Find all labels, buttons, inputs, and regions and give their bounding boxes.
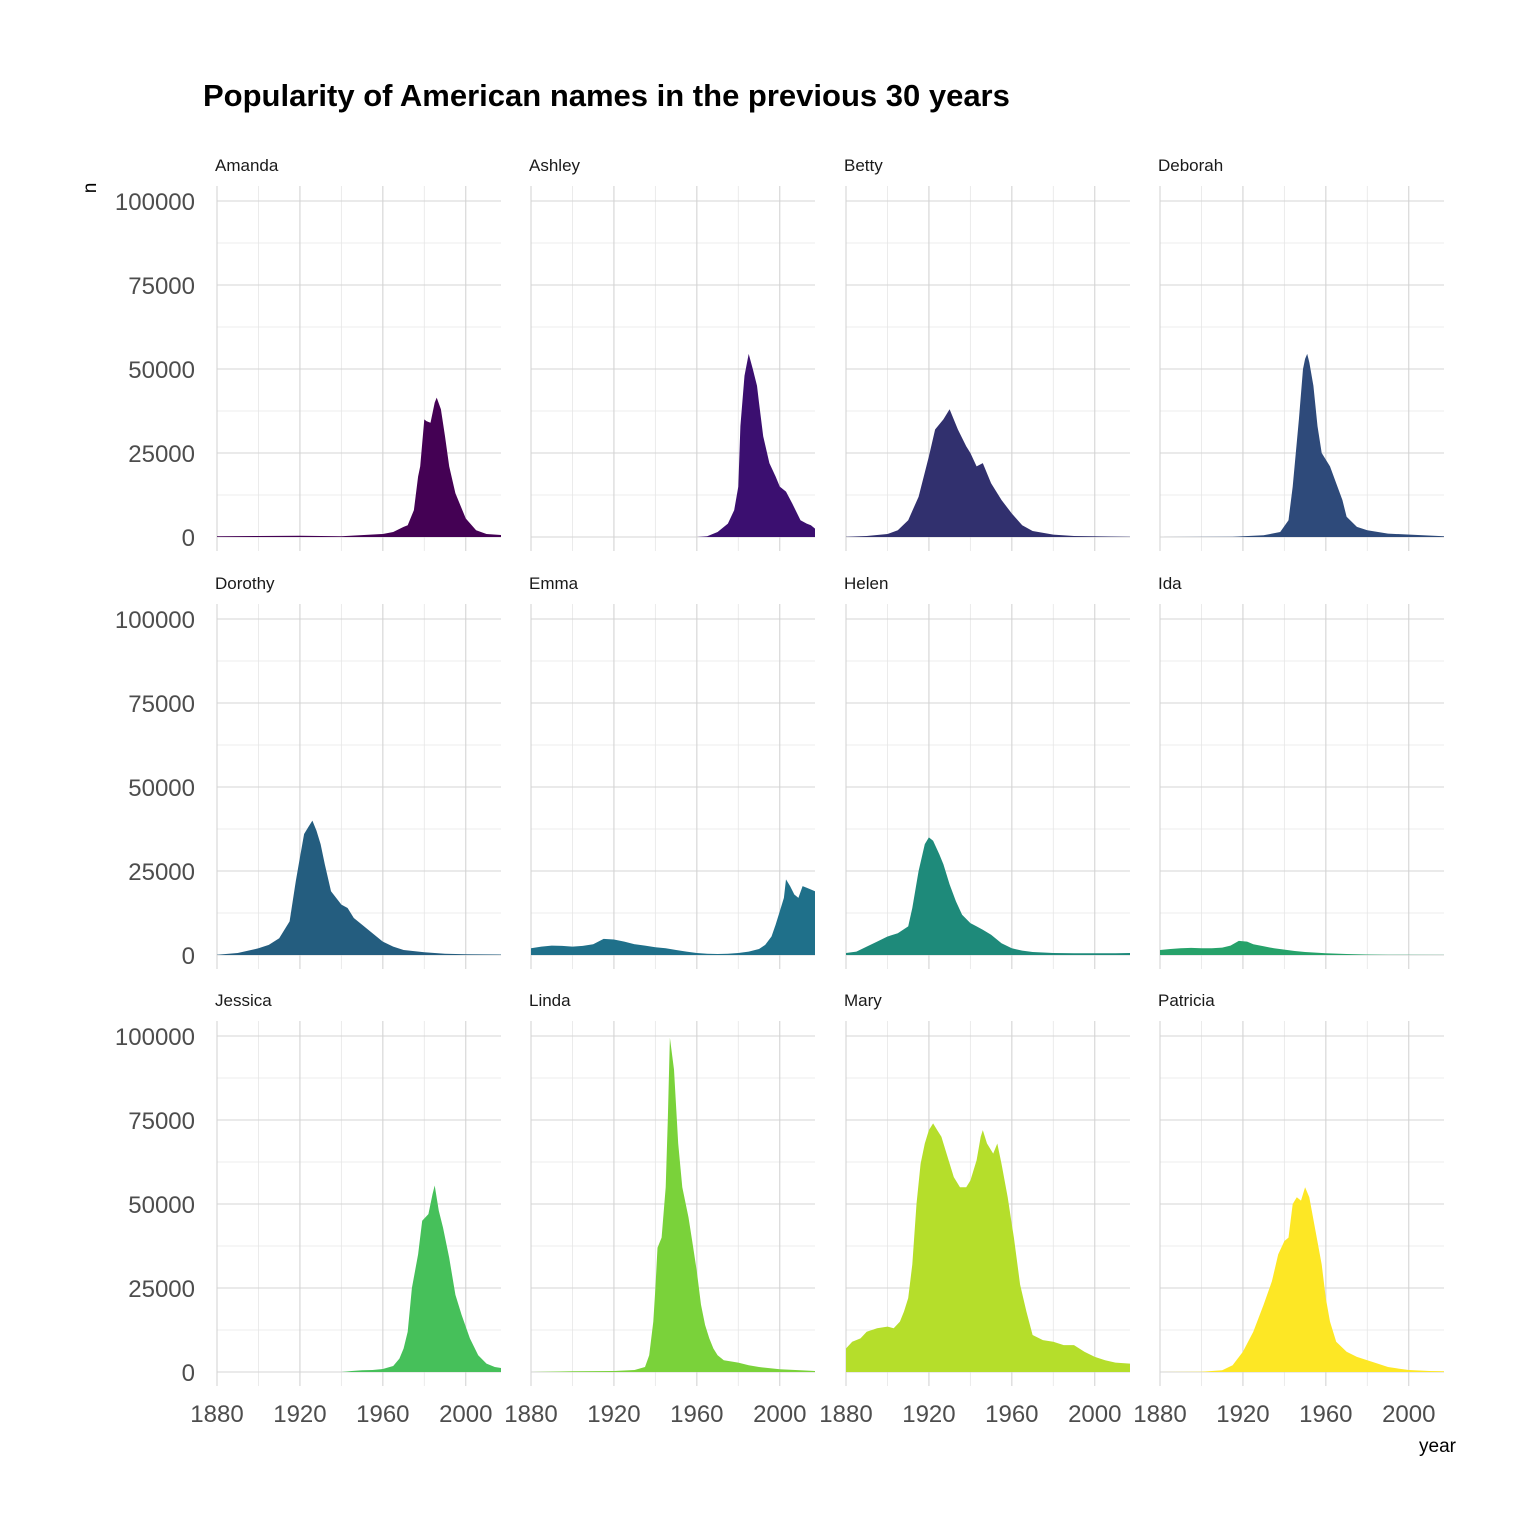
y-axis-title: n [80, 183, 101, 194]
facet-strip-label: Betty [844, 156, 883, 175]
y-tick-label: 75000 [128, 1108, 195, 1135]
y-tick-label: 100000 [115, 1024, 195, 1051]
y-tick-label: 100000 [115, 189, 195, 216]
facet-strip-label: Ida [1158, 574, 1182, 593]
facet-strip-label: Amanda [215, 156, 279, 175]
area-series-betty [846, 409, 1130, 537]
area-series-patricia [1160, 1187, 1444, 1372]
x-tick-label: 1920 [1216, 1401, 1269, 1428]
facet-panel-jessica: Jessica [215, 991, 501, 1386]
facet-panel-emma: Emma [529, 574, 815, 969]
x-tick-label: 1960 [670, 1401, 723, 1428]
y-tick-label: 0 [182, 1360, 195, 1387]
x-tick-label: 2000 [1068, 1401, 1121, 1428]
x-axis: 1880 1920 1960 2000 1880 1920 1960 2000 1880 1920… [190, 1401, 1435, 1428]
y-tick-label: 100000 [115, 607, 195, 634]
facet-strip-label: Mary [844, 991, 882, 1010]
area-series-mary [846, 1123, 1130, 1372]
area-series-helen [846, 837, 1130, 955]
area-series-jessica [217, 1185, 501, 1372]
x-tick-label: 2000 [1382, 1401, 1435, 1428]
y-tick-label: 50000 [128, 357, 195, 384]
y-tick-label: 25000 [128, 859, 195, 886]
x-tick-label: 1960 [1299, 1401, 1352, 1428]
x-tick-label: 1920 [273, 1401, 326, 1428]
facet-strip-label: Patricia [1158, 991, 1215, 1010]
x-axis-title: year [1419, 1436, 1457, 1457]
y-tick-label: 50000 [128, 775, 195, 802]
x-tick-label: 1880 [504, 1401, 557, 1428]
facet-panel-ashley: Ashley [529, 156, 815, 551]
facet-strip-label: Helen [844, 574, 888, 593]
x-tick-label: 1960 [356, 1401, 409, 1428]
x-tick-label: 1960 [985, 1401, 1038, 1428]
facet-panel-betty: Betty [844, 156, 1130, 551]
facet-panel-deborah: Deborah [1158, 156, 1444, 551]
x-tick-label: 2000 [753, 1401, 806, 1428]
x-tick-label: 1920 [587, 1401, 640, 1428]
facet-panel-helen: Helen [844, 574, 1130, 969]
area-series-linda [531, 1037, 815, 1372]
y-tick-label: 25000 [128, 441, 195, 468]
y-tick-label: 0 [182, 943, 195, 970]
facet-strip-label: Deborah [1158, 156, 1223, 175]
y-tick-label: 50000 [128, 1192, 195, 1219]
x-tick-label: 1920 [902, 1401, 955, 1428]
area-series-dorothy [217, 820, 501, 955]
facet-panel-mary: Mary [844, 991, 1130, 1386]
area-series-ida [1160, 940, 1444, 955]
facet-panel-patricia: Patricia [1158, 991, 1444, 1386]
x-tick-label: 1880 [819, 1401, 872, 1428]
x-tick-label: 1880 [190, 1401, 243, 1428]
x-tick-label: 2000 [439, 1401, 492, 1428]
facet-strip-label: Jessica [215, 991, 272, 1010]
area-series-amanda [217, 397, 501, 537]
y-tick-label: 75000 [128, 691, 195, 718]
y-tick-label: 75000 [128, 273, 195, 300]
facet-panel-linda: Linda [529, 991, 815, 1386]
facet-panels: Amanda Ashley Betty Deborah Dorothy Emma Helen… [215, 156, 1444, 1386]
area-series-deborah [1160, 353, 1444, 537]
chart-title: Popularity of American names in the prev… [203, 78, 1010, 113]
facet-panel-amanda: Amanda [215, 156, 501, 551]
facet-strip-label: Linda [529, 991, 571, 1010]
facet-strip-label: Ashley [529, 156, 581, 175]
facet-strip-label: Dorothy [215, 574, 275, 593]
area-series-ashley [531, 353, 815, 537]
y-tick-label: 25000 [128, 1276, 195, 1303]
facet-panel-dorothy: Dorothy [215, 574, 501, 969]
y-tick-label: 0 [182, 525, 195, 552]
facet-strip-label: Emma [529, 574, 579, 593]
area-series-emma [531, 879, 815, 955]
x-tick-label: 1880 [1133, 1401, 1186, 1428]
y-axis: 0 25000 50000 75000 100000 0 25000 50000 75000 10… [115, 189, 195, 1387]
facet-panel-ida: Ida [1158, 574, 1444, 969]
